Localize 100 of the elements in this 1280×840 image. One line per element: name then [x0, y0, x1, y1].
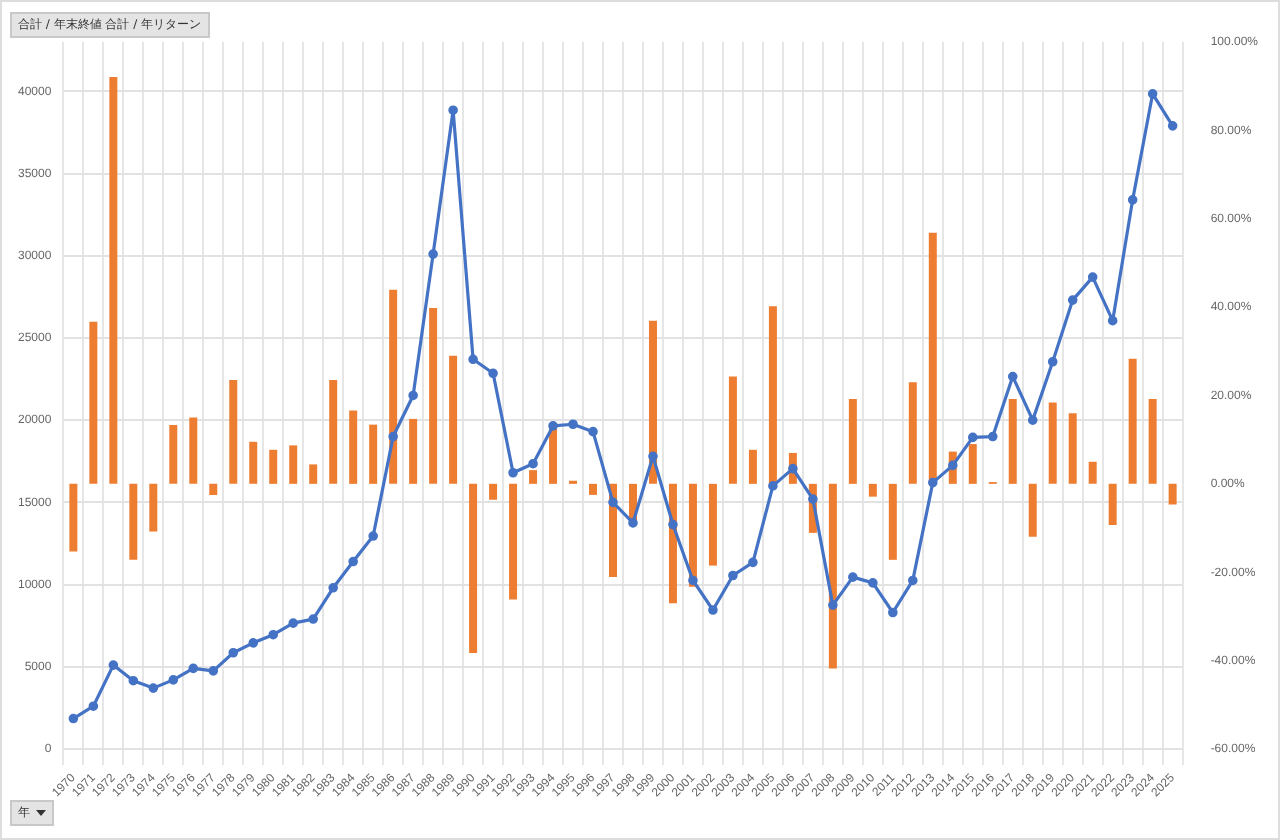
- bar: [389, 289, 398, 484]
- point: [428, 249, 438, 259]
- point: [328, 583, 338, 593]
- bar: [1008, 399, 1017, 484]
- bar: [209, 483, 218, 495]
- point: [188, 663, 199, 674]
- point: [1027, 415, 1038, 425]
- point: [488, 368, 498, 379]
- bar: [888, 483, 897, 560]
- bar: [449, 355, 458, 484]
- bar: [908, 382, 917, 484]
- point: [808, 494, 818, 504]
- point: [1147, 88, 1158, 99]
- bar: [828, 483, 837, 669]
- point: [348, 556, 358, 567]
- point: [947, 460, 958, 471]
- point: [468, 354, 478, 365]
- point: [1067, 295, 1078, 305]
- point: [268, 629, 279, 640]
- point: [588, 426, 598, 437]
- point: [168, 675, 179, 685]
- point: [708, 605, 718, 615]
- point: [1007, 371, 1018, 382]
- point: [568, 419, 578, 430]
- point: [608, 497, 618, 508]
- point: [448, 105, 458, 116]
- point: [828, 600, 838, 610]
- bar: [249, 441, 258, 484]
- bar: [269, 449, 278, 484]
- point: [208, 666, 219, 676]
- bar: [69, 483, 78, 552]
- bar: [968, 444, 977, 484]
- point: [628, 518, 638, 528]
- point: [128, 675, 139, 686]
- bar: [1168, 483, 1177, 505]
- point: [68, 713, 79, 724]
- bar: [229, 380, 238, 484]
- bar: [1108, 483, 1117, 525]
- bar: [149, 483, 158, 532]
- bar: [1128, 358, 1137, 484]
- point: [548, 421, 558, 431]
- bar: [1048, 402, 1057, 484]
- bar: [309, 464, 318, 484]
- point: [408, 390, 418, 401]
- bar: [768, 306, 777, 484]
- point: [848, 572, 858, 582]
- point: [368, 531, 378, 541]
- point: [868, 578, 878, 588]
- point: [1107, 315, 1118, 326]
- bar: [469, 483, 478, 654]
- bar: [349, 410, 358, 484]
- bar: [1088, 461, 1097, 484]
- bar: [429, 307, 438, 484]
- point: [528, 458, 538, 469]
- bar: [129, 483, 138, 560]
- bar: [289, 445, 298, 484]
- point: [888, 607, 898, 618]
- bar: [89, 321, 98, 484]
- point: [728, 570, 738, 581]
- bar: [1028, 483, 1037, 537]
- bar: [369, 424, 378, 484]
- bar: [728, 376, 737, 484]
- bar: [708, 483, 717, 566]
- point: [508, 467, 518, 478]
- point: [788, 463, 798, 474]
- point: [388, 431, 398, 442]
- point: [688, 575, 698, 586]
- point: [768, 481, 778, 491]
- bar: [169, 425, 178, 484]
- bar: [589, 483, 598, 495]
- point: [308, 614, 318, 624]
- bar: [848, 399, 857, 484]
- bar: [329, 380, 338, 484]
- bar: [748, 449, 757, 484]
- bar: [1068, 413, 1077, 484]
- bar: [109, 76, 118, 484]
- point: [1047, 356, 1058, 367]
- bar: [529, 470, 538, 484]
- bar: [868, 483, 877, 497]
- point: [908, 575, 918, 586]
- point: [248, 638, 259, 648]
- point: [987, 431, 998, 442]
- point: [1167, 121, 1178, 131]
- bar: [1148, 399, 1157, 484]
- point: [927, 477, 938, 488]
- point: [967, 432, 978, 443]
- bar: [409, 418, 418, 484]
- point: [748, 557, 758, 568]
- point: [88, 701, 99, 711]
- point: [288, 618, 299, 628]
- bar: [489, 483, 498, 500]
- point: [1127, 195, 1138, 205]
- bar: [509, 483, 518, 600]
- point: [228, 647, 239, 658]
- point: [108, 660, 119, 670]
- point: [1087, 272, 1098, 282]
- point: [668, 519, 678, 530]
- point: [148, 683, 159, 693]
- bar: [189, 417, 198, 484]
- bar: [928, 232, 937, 484]
